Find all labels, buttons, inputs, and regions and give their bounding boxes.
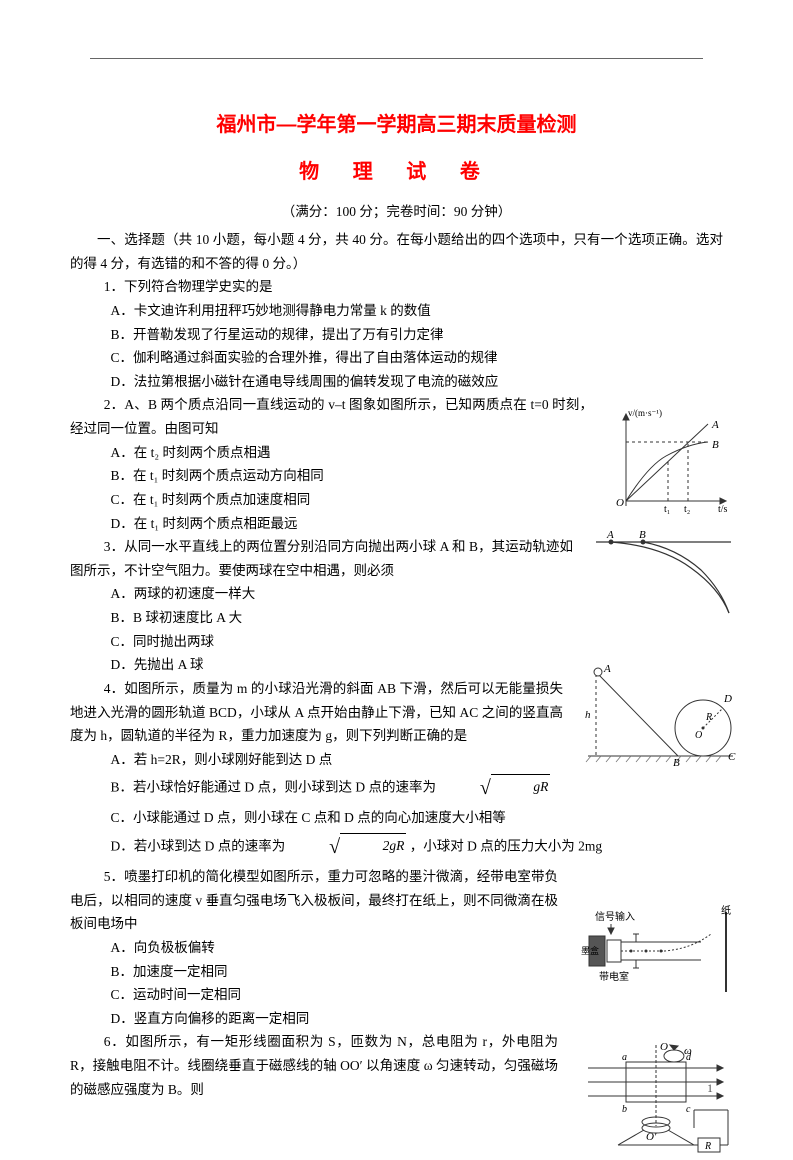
section1-heading: 一、选择题（共 10 小题，每小题 4 分，共 40 分。在每小题给出的四个选项…: [70, 228, 723, 275]
q4-label-A: A: [603, 663, 611, 675]
q5-label-ink: 墨盒: [581, 945, 599, 956]
q6-label-O: O: [660, 1041, 668, 1053]
figure-q3-projectile: A B: [591, 528, 741, 618]
q3-label-A: A: [606, 529, 614, 541]
q5-label-signal: 信号输入: [595, 910, 635, 923]
q4-B-pre: B．若小球恰好能通过 D 点，则小球到达 D 点的速率为: [111, 780, 437, 795]
q1-A: A．卡文迪许利用扭秤巧妙地测得静电力常量 k 的数值: [70, 299, 723, 323]
sqrt-icon: √gR: [439, 771, 550, 806]
q6-label-c: c: [686, 1104, 691, 1115]
q4-B: B．若小球恰好能通过 D 点，则小球到达 D 点的速率为 √gR: [70, 771, 723, 806]
q1-D: D．法拉第根据小磁针在通电导线周围的偏转发现了电流的磁效应: [70, 370, 723, 394]
q1-B: B．开普勒发现了行星运动的规律，提出了万有引力定律: [70, 323, 723, 347]
q4-D-sqrt: 2gR: [340, 833, 406, 858]
exam-meta: （满分：100 分；完卷时间：90 分钟）: [70, 200, 723, 220]
q5-label-charge: 带电室: [599, 970, 629, 983]
q4-label-D: D: [723, 693, 732, 705]
q5-label-paper: 纸: [721, 904, 731, 917]
figure-q2-vt-graph: A B t₁ t₂ O t/s v/(m·s⁻¹): [608, 406, 733, 516]
q4-D-pre: D．若小球到达 D 点的速率为: [111, 839, 286, 854]
q4-label-h: h: [585, 709, 591, 721]
q1-C: C．伽利略通过斜面实验的合理外推，得出了自由落体运动的规律: [70, 346, 723, 370]
q4-C: C．小球能通过 D 点，则小球在 C 点和 D 点的向心加速度大小相等: [70, 806, 723, 830]
q4-D: D．若小球到达 D 点的速率为 √2gR ，小球对 D 点的压力大小为 2mg: [70, 830, 723, 865]
figure-q5-printer: 信号输入 纸 墨盒 带电室: [581, 904, 741, 999]
sqrt-icon: √2gR: [289, 830, 407, 865]
figure-q4-loop: A B C D R O h: [578, 656, 738, 766]
q6-label-Oprime: O′: [646, 1131, 657, 1143]
q4-B-sqrt: gR: [491, 774, 551, 799]
q2-label-A: A: [711, 419, 719, 431]
q4-label-O: O: [695, 730, 702, 741]
q3-C: C．同时抛出两球: [70, 630, 723, 654]
q2-axis-y: v/(m·s⁻¹): [628, 408, 662, 418]
content-area: A B t₁ t₂ O t/s v/(m·s⁻¹) A B: [70, 228, 723, 1101]
q2-label-B: B: [712, 439, 719, 451]
q6-label-R: R: [704, 1141, 711, 1152]
q2-label-O: O: [616, 497, 624, 509]
q2-label-t2: t₂: [684, 504, 690, 515]
q2-axis-x: t/s: [718, 504, 728, 515]
q5-D: D．竖直方向偏移的距离一定相同: [70, 1007, 723, 1031]
q4-label-B: B: [673, 757, 680, 766]
q4-D-post: ，小球对 D 点的压力大小为 2mg: [410, 839, 602, 854]
exam-title-line1: 福州市—学年第一学期高三期末质量检测: [70, 108, 723, 137]
top-horizontal-rule: [90, 58, 703, 59]
exam-title-line2: 物 理 试 卷: [70, 155, 723, 184]
q2-label-t1: t₁: [664, 504, 670, 515]
q1-stem: 1．下列符合物理学史实的是: [70, 275, 723, 299]
q3-label-B: B: [639, 529, 646, 541]
q4-label-C: C: [728, 751, 736, 763]
figure-q6-generator: O O′ ω R a b c d: [578, 1040, 738, 1160]
q6-label-a: a: [622, 1052, 627, 1063]
q6-label-b: b: [622, 1104, 627, 1115]
q4-label-R: R: [705, 712, 712, 723]
